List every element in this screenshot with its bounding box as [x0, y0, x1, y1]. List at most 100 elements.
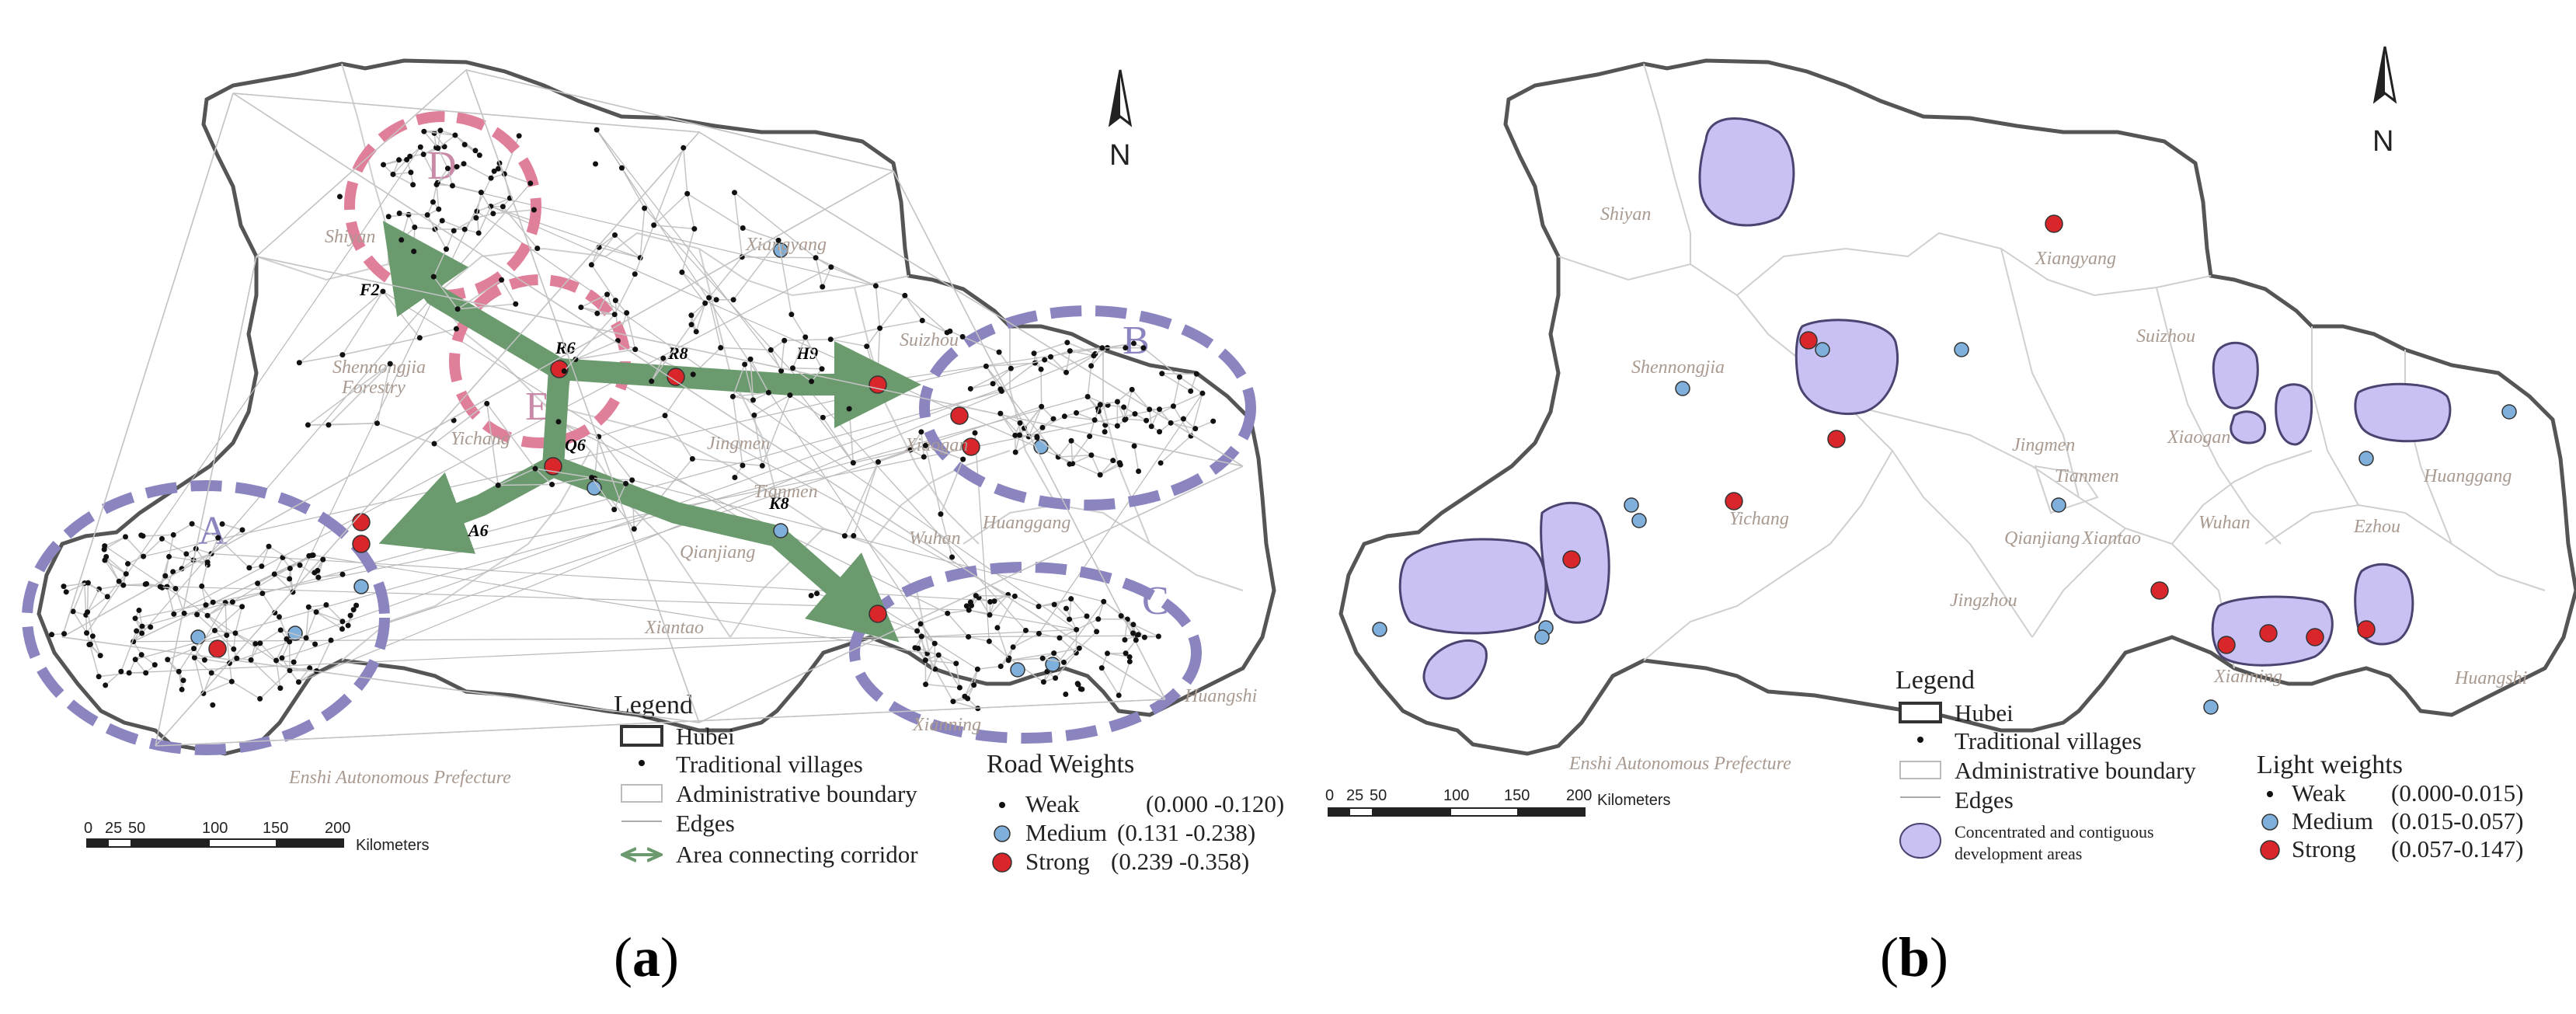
village-node — [964, 603, 969, 608]
village-node-strong — [2151, 582, 2168, 599]
village-node — [1122, 417, 1127, 423]
city-label-xiaogan: Xiaogan — [904, 435, 968, 455]
village-node — [118, 669, 124, 674]
village-node — [434, 182, 440, 187]
village-node — [820, 415, 826, 420]
village-node — [159, 536, 165, 542]
village-node — [305, 422, 311, 427]
village-node — [210, 702, 215, 708]
village-node — [209, 671, 214, 676]
village-node — [284, 636, 289, 642]
village-node — [875, 459, 881, 465]
village-node — [965, 696, 970, 702]
village-node — [679, 270, 684, 275]
village-node — [257, 640, 263, 646]
city-label-enshi-b: Enshi Autonomous Prefecture — [1568, 754, 1791, 774]
village-node — [1149, 423, 1154, 429]
village-node — [102, 547, 107, 552]
scale-unit: Kilometers — [356, 837, 429, 854]
village-node — [1078, 686, 1084, 692]
village-node — [611, 507, 617, 512]
village-node — [340, 572, 346, 577]
village-node — [1061, 660, 1067, 665]
village-node — [479, 190, 484, 195]
zone-b-label: B — [1123, 319, 1150, 363]
village-node — [410, 182, 416, 187]
weight-b-medium-label: Medium — [2292, 807, 2373, 835]
village-node — [85, 580, 91, 586]
village-node — [312, 642, 318, 647]
weight-b-strong-range: (0.057-0.147) — [2391, 835, 2523, 862]
village-node — [918, 429, 924, 434]
village-node — [1158, 460, 1164, 465]
village-node — [1121, 405, 1126, 410]
village-node — [842, 533, 848, 538]
village-node — [594, 127, 600, 133]
village-node — [430, 200, 436, 205]
village-node — [1132, 443, 1137, 448]
village-node — [404, 157, 409, 162]
city-label-xiantao: Xiantao — [644, 618, 704, 638]
village-node — [1105, 650, 1110, 656]
village-node — [629, 477, 635, 483]
node-label-q6: Q6 — [565, 435, 586, 455]
village-node — [923, 657, 928, 663]
village-node — [1123, 345, 1128, 350]
village-node — [751, 413, 757, 418]
village-node-medium — [1034, 440, 1048, 454]
village-node — [851, 460, 856, 465]
village-node — [1048, 354, 1053, 360]
village-node — [660, 356, 666, 361]
village-node — [975, 667, 980, 672]
village-node — [997, 350, 1002, 355]
village-node — [1192, 426, 1198, 431]
city-label-shiyan: Shiyan — [325, 227, 375, 247]
village-node — [702, 301, 708, 306]
village-node — [399, 237, 404, 242]
village-node — [1210, 419, 1216, 424]
village-node — [143, 670, 148, 675]
village-node — [1147, 406, 1152, 412]
city-label-huanggang-b: Huanggang — [2423, 466, 2512, 486]
village-node — [1023, 628, 1029, 633]
scale-b-tick-0: 0 — [1325, 787, 1334, 804]
village-node — [809, 378, 814, 384]
city-label-yichang-b: Yichang — [1729, 509, 1789, 529]
village-node — [776, 238, 782, 243]
village-node — [987, 612, 993, 618]
city-label-enshi: Enshi Autonomous Prefecture — [288, 768, 511, 788]
village-node — [820, 284, 825, 290]
village-node — [190, 521, 195, 527]
village-node — [144, 581, 149, 587]
village-node — [490, 211, 496, 216]
village-node — [820, 366, 825, 371]
village-node — [1068, 596, 1074, 601]
village-node — [287, 566, 293, 571]
village-node — [742, 361, 747, 367]
village-node — [205, 613, 211, 619]
village-node — [277, 614, 282, 619]
village-node — [589, 475, 594, 480]
legend-b-item-admin: Administrative boundary — [1955, 757, 2196, 784]
village-node — [968, 386, 973, 392]
cluster-d — [1700, 119, 1794, 226]
village-node — [1099, 345, 1105, 350]
city-label-xiangyang: Xiangyang — [745, 235, 827, 255]
village-node — [1199, 391, 1205, 396]
village-node — [1039, 367, 1044, 372]
village-node-strong — [2218, 636, 2235, 653]
village-node — [1159, 371, 1164, 376]
village-node — [632, 271, 638, 277]
village-node — [690, 456, 695, 462]
village-node — [123, 534, 128, 539]
village-node — [1039, 425, 1045, 430]
city-label-shennongjia-b: Shennongjia — [1631, 357, 1725, 378]
legend-b-item-cluster-1: Concentrated and contiguous — [1955, 822, 2154, 842]
village-node — [102, 557, 107, 563]
village-node — [787, 392, 792, 398]
village-node — [180, 678, 186, 683]
village-node — [127, 671, 132, 676]
village-node — [1136, 632, 1141, 637]
village-node — [329, 637, 334, 643]
village-node — [549, 482, 555, 487]
